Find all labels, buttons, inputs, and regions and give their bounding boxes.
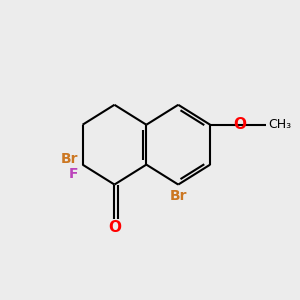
Text: Br: Br: [61, 152, 79, 166]
Text: Br: Br: [169, 189, 187, 202]
Text: O: O: [233, 117, 246, 132]
Text: F: F: [69, 167, 79, 181]
Text: O: O: [108, 220, 121, 236]
Text: CH₃: CH₃: [268, 118, 292, 131]
